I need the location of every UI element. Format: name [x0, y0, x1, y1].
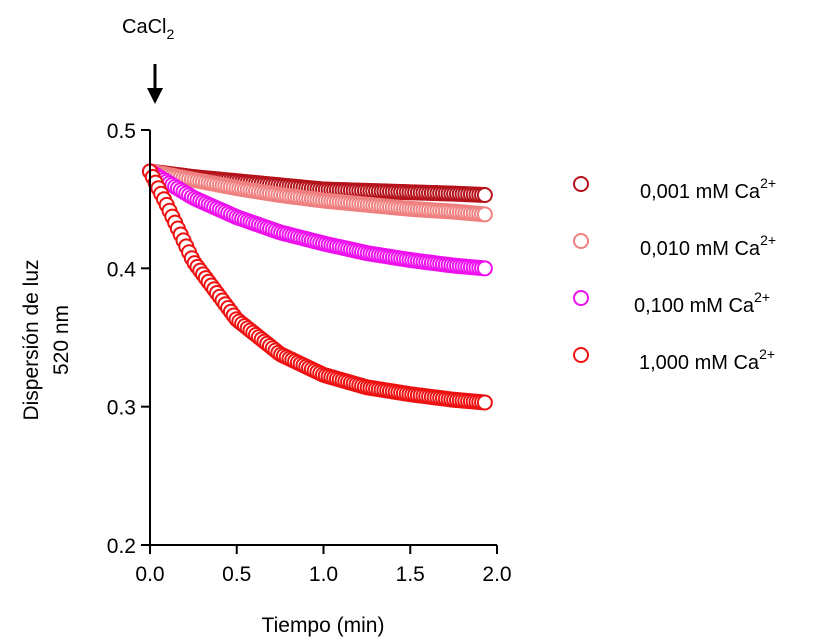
- y-axis-title-line-2: 520 nm: [50, 305, 73, 375]
- x-tick-label: 2.0: [482, 563, 511, 586]
- legend-marker: [573, 233, 589, 249]
- x-tick-label: 0.0: [135, 563, 164, 586]
- data-point: [476, 394, 493, 411]
- data-point: [476, 206, 493, 223]
- data-markers: [142, 163, 493, 411]
- legend-item: 0,010 mM Ca2+: [573, 232, 776, 260]
- series-4: [142, 163, 493, 411]
- x-tick-label: 0.5: [222, 563, 251, 586]
- y-axis-title-line-1: Dispersión de luz: [20, 259, 43, 420]
- legend: 0,001 mM Ca2+ 0,010 mM Ca2+ 0,100 mM Ca2+ 1…: [573, 175, 776, 374]
- x-tick-label: 1.0: [309, 563, 338, 586]
- y-tick-label: 0.5: [107, 120, 136, 143]
- legend-superscript: 2+: [759, 346, 775, 362]
- legend-superscript: 2+: [760, 175, 776, 191]
- legend-label: 0,010 mM Ca2+: [640, 232, 776, 260]
- x-axis-title: Tiempo (min): [262, 614, 385, 637]
- legend-superscript: 2+: [754, 289, 770, 305]
- legend-marker: [573, 290, 589, 306]
- y-tick-label: 0.3: [107, 397, 136, 420]
- legend-marker: [573, 176, 589, 192]
- legend-superscript: 2+: [760, 232, 776, 248]
- legend-item: 0,001 mM Ca2+: [573, 175, 776, 203]
- legend-label: 0,100 mM Ca2+: [634, 289, 770, 317]
- down-arrow-icon: [147, 88, 163, 104]
- legend-item: 0,100 mM Ca2+: [573, 289, 770, 317]
- legend-item: 1,000 mM Ca2+: [573, 346, 775, 374]
- axis-ticks: 0.0 0.5 1.0 1.5 2.0 0.2 0.3 0.4 0.5: [107, 120, 512, 586]
- series-2: [142, 163, 493, 223]
- legend-label: 0,001 mM Ca2+: [640, 175, 776, 203]
- series-3: [142, 163, 493, 277]
- legend-label: 1,000 mM Ca2+: [639, 346, 775, 374]
- cacl2-label: CaCl2: [122, 16, 174, 42]
- x-tick-label: 1.5: [396, 563, 425, 586]
- data-point: [476, 187, 493, 204]
- data-point: [476, 260, 493, 277]
- y-tick-label: 0.4: [107, 258, 137, 281]
- y-axis-title: Dispersión de luz 520 nm: [20, 259, 73, 420]
- cacl2-annotation: CaCl2: [122, 16, 174, 104]
- legend-marker: [573, 347, 589, 363]
- cacl2-subscript: 2: [166, 26, 174, 42]
- y-tick-label: 0.2: [107, 535, 136, 558]
